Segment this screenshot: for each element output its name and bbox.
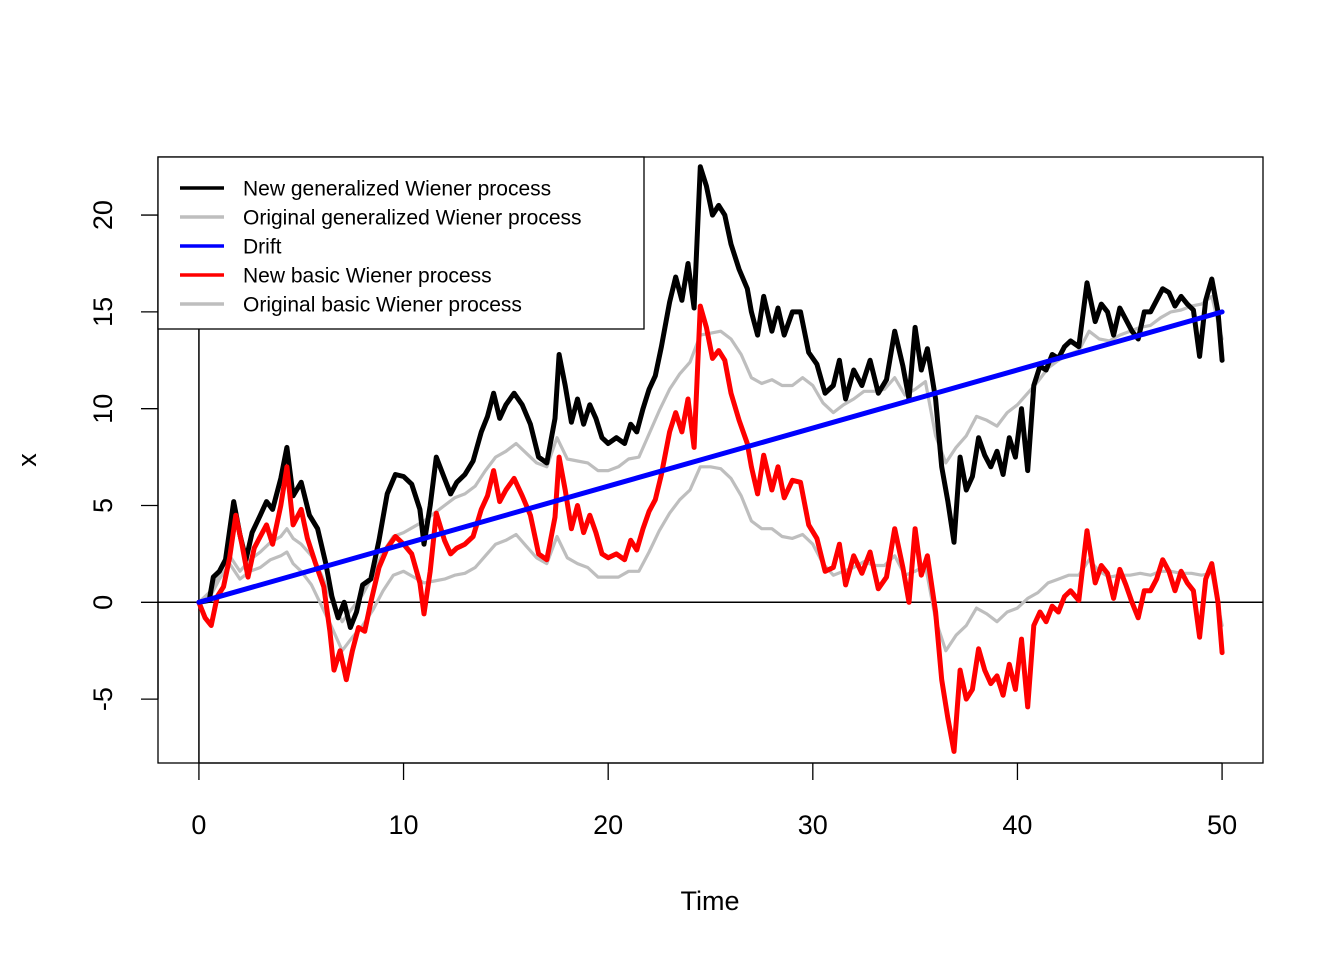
legend-label: Drift [243,236,282,259]
legend-box [157,156,645,330]
x-tick-label: 50 [1207,810,1237,840]
x-tick-label: 0 [191,810,206,840]
x-axis: 0 10 20 30 40 50 [191,762,1237,840]
x-axis-title: Time [681,886,740,916]
y-axis-title: x [12,453,42,467]
y-axis: -5 0 5 10 15 20 [88,200,159,711]
y-tick-label: 15 [88,297,118,327]
y-tick-label: 10 [88,394,118,424]
series-layer [196,164,1225,754]
y-tick-label: 0 [88,595,118,610]
legend-label: New basic Wiener process [243,265,492,288]
x-tick-label: 20 [593,810,623,840]
y-tick-label: -5 [88,687,118,711]
series-line-new-basic-wiener-process [196,303,1225,754]
x-tick-label: 30 [798,810,828,840]
series-line-new-generalized-wiener-process [196,164,1225,630]
legend-label: Original basic Wiener process [243,294,522,317]
y-tick-label: 5 [88,498,118,513]
x-tick-label: 40 [1002,810,1032,840]
x-tick-label: 10 [389,810,419,840]
y-tick-label: 20 [88,200,118,230]
series-line-drift [196,309,1225,605]
legend: New generalized Wiener process Original g… [157,156,645,330]
legend-label: Original generalized Wiener process [243,207,582,230]
legend-label: New generalized Wiener process [243,178,551,201]
